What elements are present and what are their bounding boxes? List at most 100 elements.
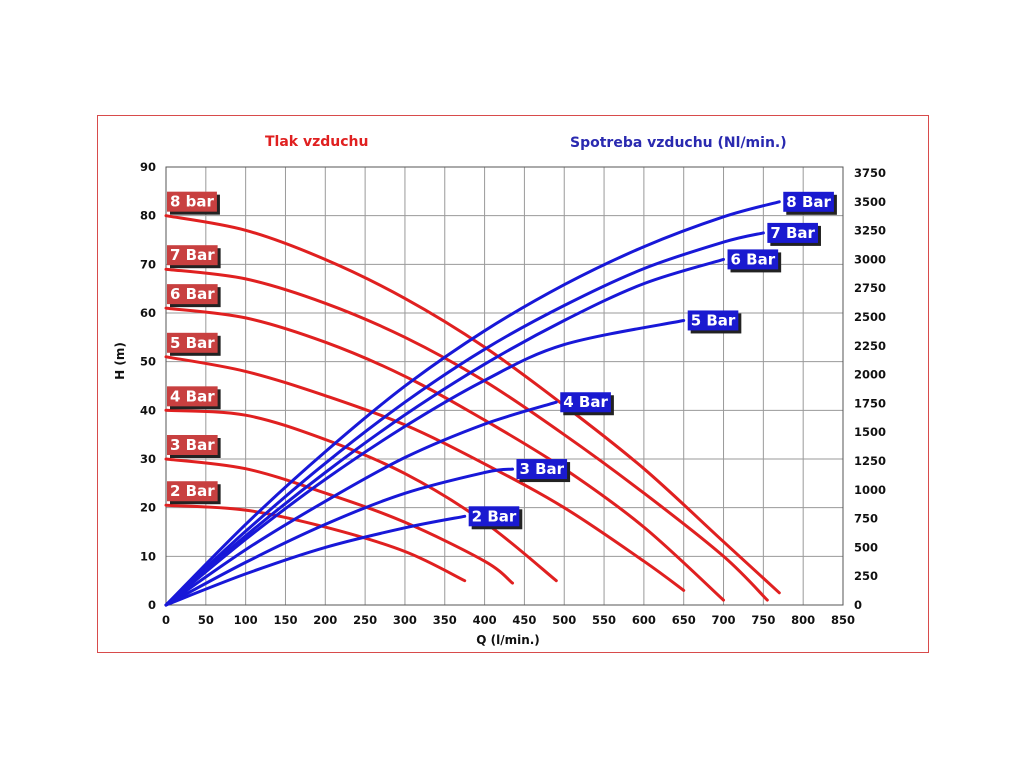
consumption-curve xyxy=(164,200,781,607)
consumption-label: 7 Bar xyxy=(767,222,821,246)
series-label-text: 7 Bar xyxy=(170,246,215,264)
series-label-text: 4 Bar xyxy=(170,387,215,405)
consumption-curve xyxy=(164,257,725,607)
x-tick-label: 250 xyxy=(353,613,377,627)
series-label-text: 3 Bar xyxy=(519,460,564,478)
consumption-curve xyxy=(164,400,558,607)
series-label-box xyxy=(167,435,218,455)
pressure-curve xyxy=(164,355,686,592)
x-tick-label: 100 xyxy=(234,613,258,627)
pressure-curve xyxy=(164,306,725,602)
consumption-curve xyxy=(164,231,765,607)
y-left-tick-label: 30 xyxy=(140,452,156,466)
consumption-label: 3 Bar xyxy=(516,459,571,483)
series-label-box xyxy=(167,481,218,502)
pressure-curve xyxy=(164,214,781,595)
x-tick-label: 150 xyxy=(273,613,297,627)
pressure-label: 7 Bar xyxy=(167,245,221,269)
series-label-box xyxy=(516,459,568,480)
x-tick-label: 850 xyxy=(831,613,855,627)
series-label-text: 8 Bar xyxy=(786,193,831,211)
x-tick-label: 650 xyxy=(672,613,696,627)
consumption-label: 8 Bar xyxy=(783,191,837,215)
y-left-tick-label: 80 xyxy=(140,209,156,223)
pressure-label: 2 Bar xyxy=(167,481,221,505)
series-label-text: 6 Bar xyxy=(170,285,215,303)
series-label-text: 8 bar xyxy=(170,193,215,211)
series-label-text: 3 Bar xyxy=(170,436,215,454)
series-label-box xyxy=(167,191,217,212)
y-left-tick-label: 40 xyxy=(140,403,156,417)
series-label-text: 5 Bar xyxy=(691,311,736,329)
series-label-box xyxy=(167,245,218,266)
series-label-box xyxy=(167,284,218,305)
y-left-tick-label: 0 xyxy=(148,598,156,612)
x-tick-label: 800 xyxy=(791,613,815,627)
series-label-box xyxy=(560,392,611,413)
y-right-tick-label: 2500 xyxy=(854,310,886,324)
consumption-label: 6 Bar xyxy=(727,249,782,273)
pressure-label: 5 Bar xyxy=(167,332,221,356)
series-label-text: 5 Bar xyxy=(170,334,215,352)
consumption-label: 5 Bar xyxy=(687,310,742,334)
consumption-label: 2 Bar xyxy=(468,506,523,530)
y-right-tick-label: 1750 xyxy=(854,396,886,410)
series-label-text: 7 Bar xyxy=(770,224,815,242)
pressure-label: 8 bar xyxy=(167,191,220,215)
y-right-tick-label: 2000 xyxy=(854,368,886,382)
pressure-label: 6 Bar xyxy=(167,284,221,308)
y-right-tick-label: 1000 xyxy=(854,483,886,497)
x-tick-label: 500 xyxy=(552,613,576,627)
series-label-text: 6 Bar xyxy=(731,250,776,268)
y-left-tick-label: 50 xyxy=(140,355,156,369)
x-tick-label: 450 xyxy=(512,613,536,627)
x-tick-label: 50 xyxy=(198,613,214,627)
axes: 0 50 100 150 200 250 300 350 400 450 500 550 600 650 7… xyxy=(140,160,886,627)
series-label-box xyxy=(767,222,818,243)
legend-title-consumption: Spotreba vzduchu (Nl/min.) xyxy=(570,135,787,151)
y-right-tick-label: 0 xyxy=(854,598,862,612)
series-labels: 8 bar 7 Bar 6 Bar 5 Bar 4 Bar 3 Bar 2 Bar 8 Bar… xyxy=(167,191,837,530)
x-tick-label: 0 xyxy=(162,613,170,627)
consumption-curve xyxy=(164,514,467,607)
x-tick-label: 350 xyxy=(433,613,457,627)
y-axis-title-left: H (m) xyxy=(113,342,127,380)
series-label-box xyxy=(727,249,779,270)
grid xyxy=(165,166,844,606)
pressure-curve xyxy=(164,457,514,585)
y-right-tick-label: 750 xyxy=(854,512,878,526)
x-tick-label: 200 xyxy=(313,613,337,627)
series-layer xyxy=(164,200,781,607)
plot-border xyxy=(165,166,844,606)
x-axis-title: Q (l/min.) xyxy=(476,633,540,647)
series-label-box xyxy=(468,506,520,527)
legend-title-pressure: Tlak vzduchu xyxy=(265,134,368,150)
series-label-box xyxy=(687,310,739,331)
series-label-text: 4 Bar xyxy=(563,393,608,411)
x-tick-label: 400 xyxy=(473,613,497,627)
y-right-tick-label: 500 xyxy=(854,540,878,554)
x-tick-label: 300 xyxy=(393,613,417,627)
pressure-label: 3 Bar xyxy=(167,435,221,458)
y-left-tick-label: 60 xyxy=(140,306,156,320)
pump-performance-chart: 8 bar 7 Bar 6 Bar 5 Bar 4 Bar 3 Bar 2 Bar 8 Bar… xyxy=(113,134,886,647)
pressure-label: 4 Bar xyxy=(167,386,221,410)
y-right-tick-label: 3250 xyxy=(854,224,886,238)
pressure-curve xyxy=(164,503,467,583)
chart-frame: 8 bar 7 Bar 6 Bar 5 Bar 4 Bar 3 Bar 2 Bar 8 Bar… xyxy=(97,115,929,653)
y-left-tick-label: 10 xyxy=(140,549,156,563)
series-label-box xyxy=(783,191,834,212)
series-label-box xyxy=(167,332,218,353)
y-right-tick-label: 3500 xyxy=(854,195,886,209)
y-right-tick-label: 250 xyxy=(854,569,878,583)
consumption-label: 4 Bar xyxy=(560,392,614,416)
series-label-box xyxy=(167,386,218,407)
y-left-tick-label: 90 xyxy=(140,160,156,174)
consumption-curve xyxy=(164,467,514,607)
series-label-text: 2 Bar xyxy=(170,482,215,500)
y-right-tick-label: 2750 xyxy=(854,281,886,295)
y-right-tick-label: 3000 xyxy=(854,252,886,266)
x-tick-label: 750 xyxy=(751,613,775,627)
y-left-tick-label: 70 xyxy=(140,257,156,271)
x-tick-label: 700 xyxy=(712,613,736,627)
